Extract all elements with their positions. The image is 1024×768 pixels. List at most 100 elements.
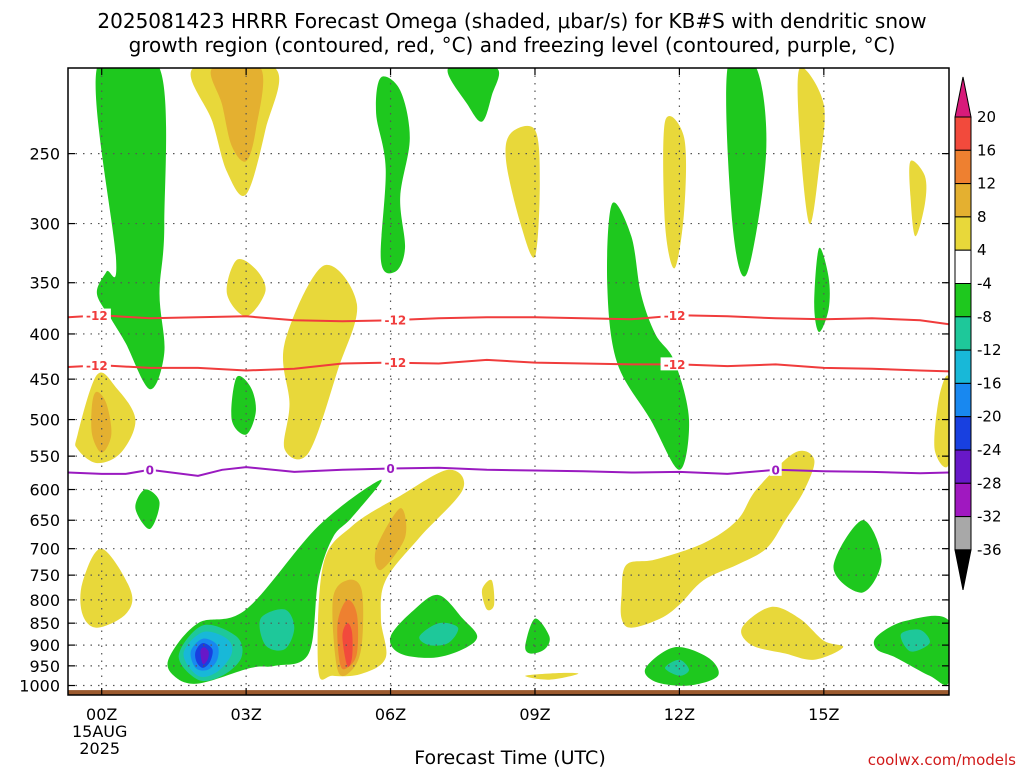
- colorbar-label: -16: [977, 374, 1002, 392]
- contour-label: 0: [386, 462, 394, 476]
- colorbar-swatch: [954, 249, 972, 284]
- omega-region: [375, 76, 410, 274]
- colorbar: 20 16 12 8 4 -4 -8 -12 -16 -20 -24 -28 -32 -36: [954, 76, 1002, 590]
- y-tick-label: 900: [29, 636, 60, 655]
- colorbar-swatch: [954, 516, 972, 551]
- colorbar-label: 8: [977, 208, 987, 226]
- contour-label-bg: [381, 355, 410, 369]
- y-tick-label: 500: [29, 411, 60, 430]
- ground-surface: [68, 690, 949, 695]
- y-tick-label: 300: [29, 215, 60, 234]
- omega-region: [505, 125, 540, 258]
- omega-region: [419, 622, 459, 646]
- x-tick-sublabel: 15AUG: [72, 722, 127, 741]
- x-tick-label: 09Z: [519, 705, 550, 724]
- colorbar-label: 20: [977, 108, 996, 126]
- contour-line: [68, 358, 949, 373]
- contour-label: -12: [385, 356, 407, 370]
- omega-region: [909, 160, 927, 237]
- chart-title: 2025081423 HRRR Forecast Omega (shaded, …: [97, 9, 926, 57]
- credit-text[interactable]: coolwx.com/models: [868, 751, 1016, 768]
- colorbar-label: -4: [977, 275, 992, 293]
- omega-region: [797, 68, 825, 224]
- colorbar-label: -32: [977, 508, 1002, 526]
- contour-lines: -12 -12 -12 -12 -12 -12 0 0 0: [68, 308, 949, 477]
- y-tick-label: 750: [29, 566, 60, 585]
- title-line-2: growth region (contoured, red, °C) and f…: [129, 33, 896, 57]
- ground-bar: [68, 690, 949, 695]
- y-tick-label: 250: [29, 145, 60, 164]
- omega-region: [342, 623, 353, 667]
- contour-label-bg: [82, 308, 111, 322]
- y-tick-label: 800: [29, 591, 60, 610]
- omega-region: [481, 579, 495, 611]
- colorbar-cap-top: [954, 76, 972, 118]
- colorbar-swatch: [954, 449, 972, 484]
- omega-region: [665, 659, 689, 676]
- colorbar-swatch: [954, 316, 972, 351]
- contour-label-bg: [660, 308, 689, 322]
- colorbar-label: -24: [977, 441, 1002, 459]
- omega-region: [91, 391, 112, 453]
- contour-label: 0: [146, 463, 154, 477]
- y-axis: 250 300 350 400 450 500 550 600 650 700 750 800 850 9…: [19, 145, 949, 696]
- omega-region: [934, 375, 949, 468]
- omega-region: [282, 264, 358, 460]
- x-tick-label: 00Z: [86, 705, 117, 724]
- colorbar-label: -12: [977, 341, 1002, 359]
- omega-region: [663, 116, 687, 269]
- omega-region: [80, 548, 133, 628]
- y-tick-label: 1000: [19, 677, 60, 696]
- omega-region: [607, 202, 690, 470]
- colorbar-label: 4: [977, 241, 987, 259]
- omega-region: [525, 672, 579, 680]
- omega-region: [226, 259, 266, 317]
- y-tick-label: 550: [29, 447, 60, 466]
- x-axis-label: Forecast Time (UTC): [414, 747, 605, 768]
- colorbar-swatch: [954, 149, 972, 185]
- contour-line: [68, 314, 949, 326]
- y-tick-label: 450: [29, 370, 60, 389]
- colorbar-label: -8: [977, 308, 992, 326]
- colorbar-swatch: [954, 349, 972, 384]
- colorbar-swatch: [954, 416, 972, 451]
- colorbar-swatch: [954, 382, 972, 418]
- y-tick-label: 850: [29, 614, 60, 633]
- title-line-1: 2025081423 HRRR Forecast Omega (shaded, …: [97, 9, 926, 33]
- contour-line: [68, 466, 949, 477]
- contour-label: -12: [385, 314, 407, 328]
- colorbar-swatch: [954, 183, 972, 218]
- contour-label-bg: [143, 462, 156, 476]
- x-tick-label: 12Z: [664, 705, 695, 724]
- omega-region: [200, 647, 209, 665]
- colorbar-label: -36: [977, 541, 1002, 559]
- contour-label-bg: [660, 357, 689, 371]
- omega-region: [95, 68, 167, 390]
- contour-label: -12: [86, 359, 108, 373]
- contour-label-bg: [384, 461, 397, 475]
- colorbar-swatch: [954, 216, 972, 251]
- contour-label-bg: [381, 313, 410, 327]
- y-tick-label: 950: [29, 657, 60, 676]
- omega-region: [900, 629, 930, 652]
- contour-label: -12: [664, 358, 686, 372]
- colorbar-swatch: [954, 116, 972, 151]
- contour-label: -12: [664, 309, 686, 323]
- y-tick-label: 400: [29, 325, 60, 344]
- y-tick-label: 700: [29, 540, 60, 559]
- omega-region: [814, 247, 830, 333]
- contour-label-bg: [769, 462, 782, 476]
- colorbar-label: 16: [977, 141, 996, 159]
- omega-region: [447, 68, 500, 122]
- x-tick-label: 03Z: [230, 705, 261, 724]
- colorbar-cap-bottom: [954, 549, 972, 590]
- omega-region: [833, 520, 882, 593]
- colorbar-label: 12: [977, 175, 996, 193]
- omega-region: [726, 68, 767, 277]
- omega-region: [525, 618, 550, 654]
- y-tick-label: 350: [29, 274, 60, 293]
- omega-shading: [75, 68, 949, 686]
- y-tick-label: 650: [29, 511, 60, 530]
- omega-region: [210, 68, 264, 162]
